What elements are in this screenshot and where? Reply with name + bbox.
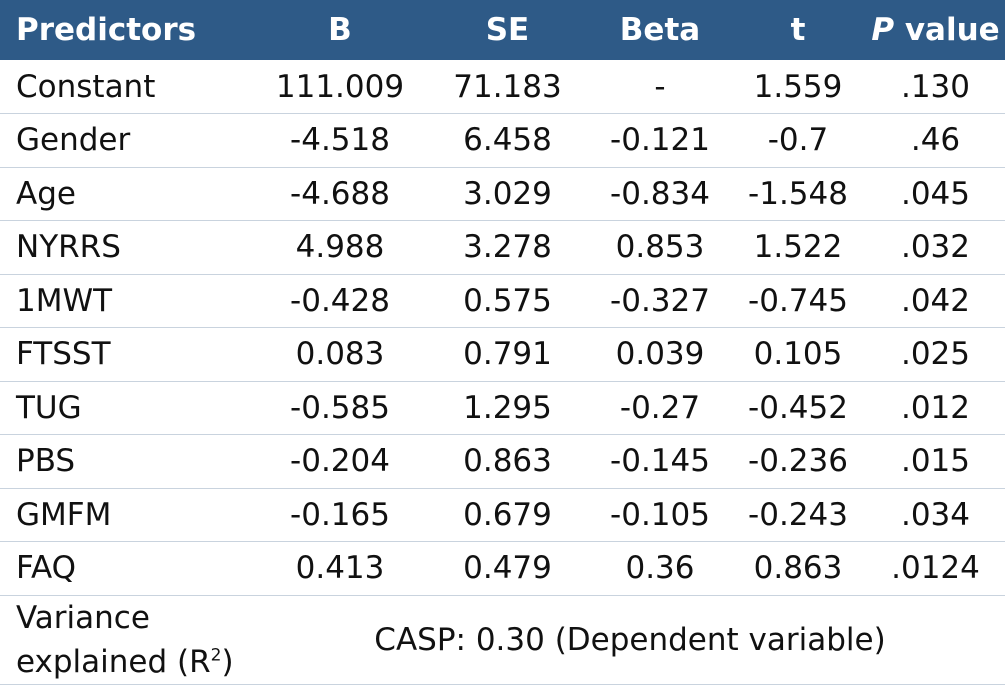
cell-beta: -0.121 (590, 113, 730, 168)
cell-beta: 0.853 (590, 220, 730, 275)
cell-predictor: PBS (0, 434, 255, 489)
cell-beta: -0.145 (590, 434, 730, 489)
cell-beta: -0.834 (590, 167, 730, 221)
table-body: Constant 111.009 71.183-1.559.130 Gender -4.… (0, 60, 1005, 685)
cell-b: 0.413 (255, 541, 425, 596)
variance-value: CASP: 0.30 (Dependent variable) (255, 595, 1005, 685)
table-row: Age -4.688 3.029 -0.834 -1.548.045 (0, 167, 1005, 221)
cell-se: 0.863 (425, 434, 590, 489)
cell-beta: -0.27 (590, 381, 730, 435)
cell-predictor: Gender (0, 113, 255, 168)
table-header: Predictors B SE Beta t P value (0, 0, 1005, 60)
header-row: Predictors B SE Beta t P value (0, 0, 1005, 60)
variance-label-sup: 2 (210, 645, 222, 666)
cell-se: 0.479 (425, 541, 590, 596)
variance-label-close: ) (221, 643, 234, 680)
cell-b: -4.518 (255, 113, 425, 168)
cell-p-value: .46 (866, 113, 1005, 168)
cell-b: -0.585 (255, 381, 425, 435)
cell-b: 4.988 (255, 220, 425, 275)
table-row: NYRRS 4.988 3.278 0.853 1.522.032 (0, 220, 1005, 275)
cell-p-value: .034 (866, 488, 1005, 542)
cell-se: 6.458 (425, 113, 590, 168)
cell-beta: 0.36 (590, 541, 730, 596)
cell-b: -0.428 (255, 274, 425, 328)
cell-t: 0.105 (730, 327, 866, 382)
cell-t: -0.7 (730, 113, 866, 168)
cell-beta: - (590, 60, 730, 114)
cell-beta: -0.105 (590, 488, 730, 542)
cell-t: -0.452 (730, 381, 866, 435)
cell-p-value: .042 (866, 274, 1005, 328)
variance-row: Variance explained (R2) CASP: 0.30 (Depen… (0, 595, 1005, 685)
table-row: Gender -4.518 6.458 -0.121 -0.7.46 (0, 113, 1005, 168)
table-row: FAQ 0.413 0.479 0.36 0.863.0124 (0, 541, 1005, 596)
variance-label-line1: Variance (16, 599, 150, 636)
header-t: t (790, 12, 806, 48)
cell-p-value: .012 (866, 381, 1005, 435)
cell-t: 0.863 (730, 541, 866, 596)
cell-predictor: FAQ (0, 541, 255, 596)
cell-predictor: NYRRS (0, 220, 255, 275)
cell-p-value: .130 (866, 60, 1005, 114)
cell-se: 71.183 (425, 60, 590, 114)
cell-predictor: FTSST (0, 327, 255, 382)
table-row: Constant 111.009 71.183-1.559.130 (0, 60, 1005, 114)
cell-se: 0.679 (425, 488, 590, 542)
cell-t: 1.522 (730, 220, 866, 275)
header-b: B (328, 12, 352, 48)
header-beta: Beta (619, 12, 701, 48)
cell-t: -1.548 (730, 167, 866, 221)
table-row: FTSST 0.083 0.791 0.039 0.105.025 (0, 327, 1005, 382)
cell-t: -0.243 (730, 488, 866, 542)
cell-predictor: GMFM (0, 488, 255, 542)
cell-beta: 0.039 (590, 327, 730, 382)
cell-se: 3.278 (425, 220, 590, 275)
cell-se: 1.295 (425, 381, 590, 435)
cell-b: -0.204 (255, 434, 425, 489)
cell-predictor: TUG (0, 381, 255, 435)
header-predictors: Predictors (16, 12, 197, 48)
cell-b: -0.165 (255, 488, 425, 542)
table-row: PBS -0.204 0.863 -0.145 -0.236.015 (0, 434, 1005, 489)
cell-predictor: 1MWT (0, 274, 255, 328)
cell-t: -0.236 (730, 434, 866, 489)
cell-p-value: .0124 (866, 541, 1005, 596)
table-row: 1MWT -0.428 0.575 -0.327 -0.745.042 (0, 274, 1005, 328)
cell-p-value: .045 (866, 167, 1005, 221)
cell-se: 3.029 (425, 167, 590, 221)
cell-beta: -0.327 (590, 274, 730, 328)
cell-b: -4.688 (255, 167, 425, 221)
header-p-italic: P (871, 12, 895, 48)
header-se: SE (485, 12, 530, 48)
cell-t: 1.559 (730, 60, 866, 114)
header-p-rest: value (894, 12, 1000, 48)
cell-p-value: .032 (866, 220, 1005, 275)
cell-se: 0.575 (425, 274, 590, 328)
cell-b: 0.083 (255, 327, 425, 382)
cell-se: 0.791 (425, 327, 590, 382)
cell-t: -0.745 (730, 274, 866, 328)
table-row: TUG -0.585 1.295 -0.27 -0.452.012 (0, 381, 1005, 435)
cell-predictor: Constant (0, 60, 255, 114)
cell-p-value: .015 (866, 434, 1005, 489)
variance-label-line2: explained (R (16, 643, 211, 680)
cell-b: 111.009 (255, 60, 425, 114)
cell-p-value: .025 (866, 327, 1005, 382)
variance-label: Variance explained (R2) (0, 595, 255, 685)
table-row: GMFM -0.165 0.679 -0.105 -0.243.034 (0, 488, 1005, 542)
header-p-value: P value (866, 0, 1005, 60)
cell-predictor: Age (0, 167, 255, 221)
